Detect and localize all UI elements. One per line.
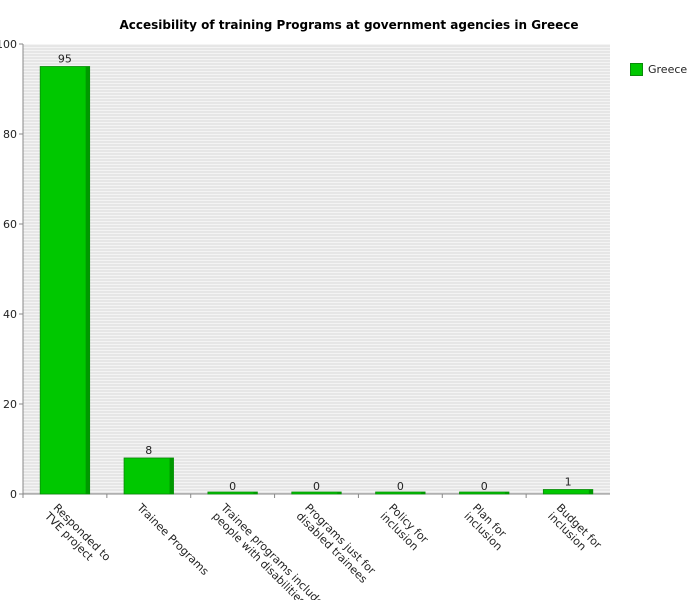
- bars: [39, 66, 594, 495]
- data-label: 0: [397, 480, 404, 493]
- data-label: 0: [229, 480, 236, 493]
- x-category-label: Programs just fordisabled trainees: [294, 501, 379, 586]
- y-tick-label: 20: [3, 398, 17, 411]
- chart-title: Accesibility of training Programs at gov…: [120, 18, 579, 32]
- bar: [291, 491, 342, 495]
- data-label: 0: [313, 480, 320, 493]
- data-label: 8: [145, 444, 152, 457]
- bar: [375, 491, 426, 495]
- y-tick-label: 100: [0, 38, 17, 51]
- x-category-label: Responded toTVE project: [41, 500, 113, 572]
- x-category-label: Budget forinclusion: [545, 501, 604, 560]
- bar: [39, 66, 91, 495]
- legend: Greece: [630, 56, 696, 82]
- y-tick-label: 40: [3, 308, 17, 321]
- data-label: 0: [481, 480, 488, 493]
- y-tick-label: 60: [3, 218, 17, 231]
- bar: [459, 491, 510, 495]
- y-tick-label: 0: [10, 488, 17, 501]
- bar: [207, 491, 258, 495]
- legend-swatch-greece: [630, 62, 643, 76]
- x-category-label: Policy forinclusion: [377, 501, 431, 555]
- plot-area: [23, 44, 610, 494]
- data-label: 1: [565, 476, 572, 489]
- y-tick-label: 80: [3, 128, 17, 141]
- x-category-label: Trainee Programs: [134, 500, 212, 578]
- x-category-label: Plan forinclusion: [461, 501, 513, 553]
- data-label: 95: [58, 53, 72, 66]
- bar: [123, 457, 174, 495]
- legend-label-greece: Greece: [648, 62, 688, 76]
- bar: [542, 489, 594, 495]
